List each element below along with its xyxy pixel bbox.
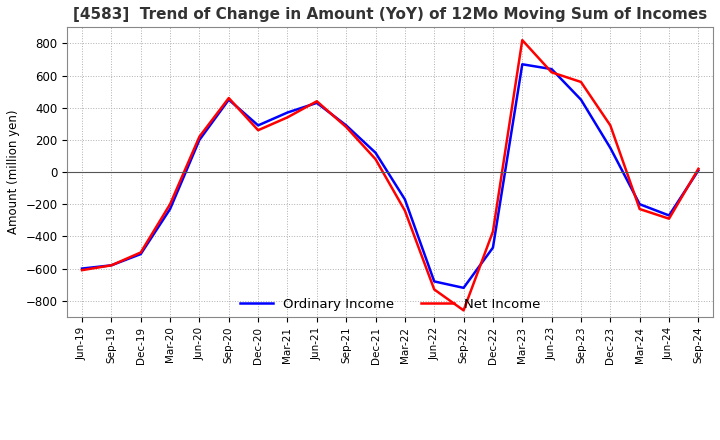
Ordinary Income (342, 123, 351, 128)
Ordinary Income (254, 123, 263, 128)
Legend: Ordinary Income, Net Income: Ordinary Income, Net Income (235, 293, 546, 316)
Line: Net Income: Net Income (82, 40, 698, 310)
Ordinary Income (78, 266, 86, 271)
Net Income (166, 202, 174, 207)
Ordinary Income (107, 263, 116, 268)
Net Income (254, 128, 263, 133)
Net Income (694, 166, 703, 172)
Net Income (459, 308, 468, 313)
Net Income (577, 79, 585, 84)
Ordinary Income (430, 279, 438, 284)
Ordinary Income (372, 150, 380, 155)
Ordinary Income (547, 66, 556, 72)
Net Income (489, 229, 498, 234)
Net Income (107, 263, 116, 268)
Ordinary Income (166, 206, 174, 212)
Ordinary Income (577, 97, 585, 102)
Ordinary Income (518, 62, 526, 67)
Net Income (665, 216, 673, 221)
Ordinary Income (665, 213, 673, 218)
Ordinary Income (694, 168, 703, 173)
Ordinary Income (283, 110, 292, 115)
Net Income (283, 115, 292, 120)
Ordinary Income (489, 245, 498, 250)
Title: [4583]  Trend of Change in Amount (YoY) of 12Mo Moving Sum of Incomes: [4583] Trend of Change in Amount (YoY) o… (73, 7, 707, 22)
Net Income (400, 208, 409, 213)
Net Income (606, 123, 615, 128)
Net Income (195, 134, 204, 139)
Net Income (547, 70, 556, 75)
Net Income (518, 37, 526, 43)
Net Income (78, 268, 86, 273)
Ordinary Income (459, 285, 468, 290)
Net Income (372, 157, 380, 162)
Net Income (342, 125, 351, 130)
Net Income (635, 206, 644, 212)
Ordinary Income (606, 145, 615, 150)
Y-axis label: Amount (million yen): Amount (million yen) (7, 110, 20, 234)
Ordinary Income (225, 97, 233, 102)
Net Income (136, 250, 145, 255)
Net Income (225, 95, 233, 101)
Ordinary Income (195, 137, 204, 143)
Line: Ordinary Income: Ordinary Income (82, 64, 698, 288)
Ordinary Income (635, 202, 644, 207)
Net Income (430, 287, 438, 292)
Net Income (312, 99, 321, 104)
Ordinary Income (400, 197, 409, 202)
Ordinary Income (312, 100, 321, 106)
Ordinary Income (136, 251, 145, 257)
